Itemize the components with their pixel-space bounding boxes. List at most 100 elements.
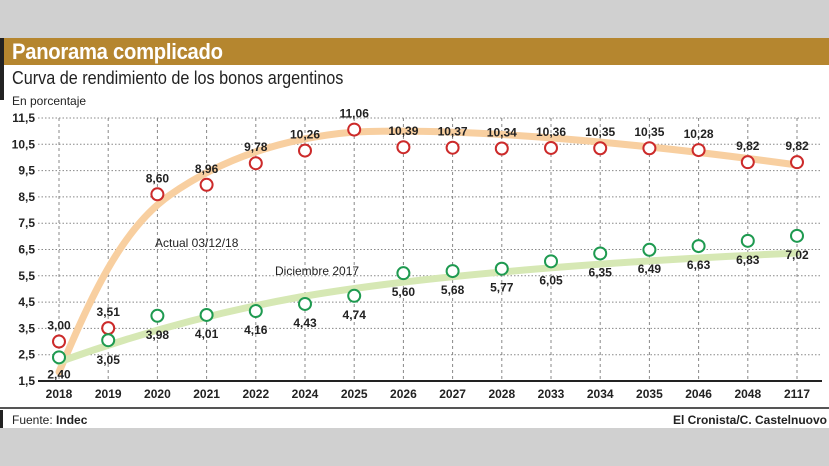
x-tick-label: 2035: [636, 387, 663, 401]
dec2017-point: [199, 307, 214, 322]
actual-point: [101, 321, 116, 336]
actual-data-label: 10,37: [438, 125, 468, 139]
actual-data-label: 10,34: [487, 126, 517, 140]
x-tick-label: 2025: [341, 387, 368, 401]
x-tick-label: 2021: [193, 387, 220, 401]
actual-data-label: 10,36: [536, 125, 566, 139]
actual-data-label: 8,60: [146, 171, 170, 185]
dec2017-data-label: 6,63: [687, 258, 711, 272]
dec2017-data-label: 6,35: [589, 265, 613, 279]
dec2017-point: [642, 242, 657, 257]
accent-bar: [0, 38, 4, 100]
actual-trend-line: [55, 127, 801, 376]
y-tick-label: 7,5: [18, 216, 35, 230]
dec2017-data-label: 2,40: [47, 367, 71, 381]
dec2017-point: [396, 266, 411, 281]
dec2017-trend-line: [55, 249, 801, 366]
credit: El Cronista/C. Castelnuovo: [672, 413, 827, 427]
dec2017-data-label: 3,05: [97, 353, 121, 367]
x-tick-label: 2019: [95, 387, 122, 401]
actual-point: [544, 140, 558, 155]
unit-label: En porcentaje: [12, 94, 87, 108]
dec2017-data-label: 4,16: [244, 323, 268, 337]
dec2017-data-label: 7,02: [785, 248, 809, 262]
x-tick-label: 2018: [46, 387, 73, 401]
x-tick-label: 2117: [784, 387, 810, 401]
y-tick-label: 1,5: [18, 374, 35, 388]
actual-data-label: 10,28: [684, 127, 714, 141]
dec2017-data-label: 4,43: [293, 316, 317, 330]
dec2017-data-label: 5,77: [490, 281, 514, 295]
y-tick-label: 3,5: [18, 321, 35, 335]
actual-point: [52, 334, 66, 349]
x-tick-label: 2024: [292, 387, 319, 401]
actual-series-label: Actual 03/12/18: [155, 236, 239, 250]
actual-data-label: 3,51: [97, 305, 121, 319]
dec2017-point: [593, 246, 608, 261]
actual-data-label: 10,26: [290, 128, 320, 142]
y-tick-label: 9,5: [18, 164, 35, 178]
y-tick-label: 6,5: [18, 243, 35, 257]
y-tick-label: 8,5: [18, 190, 35, 204]
chart-title: Panorama complicado: [12, 39, 223, 64]
actual-data-label: 9,78: [244, 140, 268, 154]
actual-point: [347, 122, 362, 137]
dec2017-point: [790, 228, 804, 243]
dec2017-data-label: 4,01: [195, 327, 219, 341]
source-label: Fuente:: [12, 413, 53, 427]
title-bar: [0, 38, 829, 65]
x-tick-label: 2033: [538, 387, 565, 401]
dec2017-point: [740, 233, 755, 248]
dec2017-data-label: 6,83: [736, 253, 760, 267]
x-tick-label: 2022: [242, 387, 269, 401]
y-tick-label: 4,5: [18, 295, 35, 309]
chart-subtitle: Curva de rendimiento de los bonos argent…: [12, 68, 344, 88]
dec2017-point: [101, 333, 116, 348]
actual-data-label: 10,39: [388, 124, 418, 138]
dec2017-point: [248, 304, 263, 319]
dec2017-data-label: 6,49: [638, 262, 662, 276]
x-tick-label: 2034: [587, 387, 614, 401]
footer-accent: [0, 410, 3, 428]
dec2017-data-label: 4,74: [343, 308, 367, 322]
chart-panel: [0, 38, 829, 428]
dec2017-point: [494, 261, 509, 276]
x-tick-label: 2026: [390, 387, 417, 401]
actual-data-label: 10,35: [634, 125, 664, 139]
dec2017-data-label: 6,05: [539, 273, 563, 287]
dec2017-point: [298, 296, 312, 311]
actual-point: [642, 141, 657, 156]
x-tick-label: 2048: [734, 387, 761, 401]
y-tick-label: 5,5: [18, 269, 35, 283]
source: Fuente: Indec: [12, 413, 87, 427]
y-tick-label: 2,5: [18, 348, 35, 362]
actual-data-label: 9,82: [736, 139, 760, 153]
actual-point: [445, 140, 460, 155]
actual-data-label: 11,06: [340, 107, 370, 121]
dec2017-point: [544, 254, 558, 269]
dec2017-data-label: 3,98: [146, 328, 170, 342]
actual-point: [150, 187, 165, 202]
dec2017-point: [445, 264, 460, 279]
actual-point: [494, 141, 509, 156]
actual-point: [691, 143, 706, 158]
actual-point: [248, 156, 263, 171]
x-tick-label: 2028: [488, 387, 515, 401]
actual-point: [298, 143, 312, 158]
actual-data-label: 10,35: [585, 125, 615, 139]
dec2017-data-label: 5,68: [441, 283, 465, 297]
actual-point: [790, 155, 804, 170]
x-tick-label: 2046: [685, 387, 712, 401]
x-tick-label: 2027: [439, 387, 466, 401]
source-value: Indec: [56, 413, 88, 427]
actual-data-label: 3,00: [47, 319, 71, 333]
dec2017-point: [691, 239, 706, 254]
dec2017-series-label: Diciembre 2017: [275, 264, 359, 278]
actual-point: [396, 140, 411, 155]
actual-data-label: 8,96: [195, 162, 219, 176]
dec2017-point: [52, 350, 66, 365]
actual-point: [740, 155, 755, 170]
dec2017-point: [150, 308, 165, 323]
x-tick-label: 2020: [144, 387, 171, 401]
